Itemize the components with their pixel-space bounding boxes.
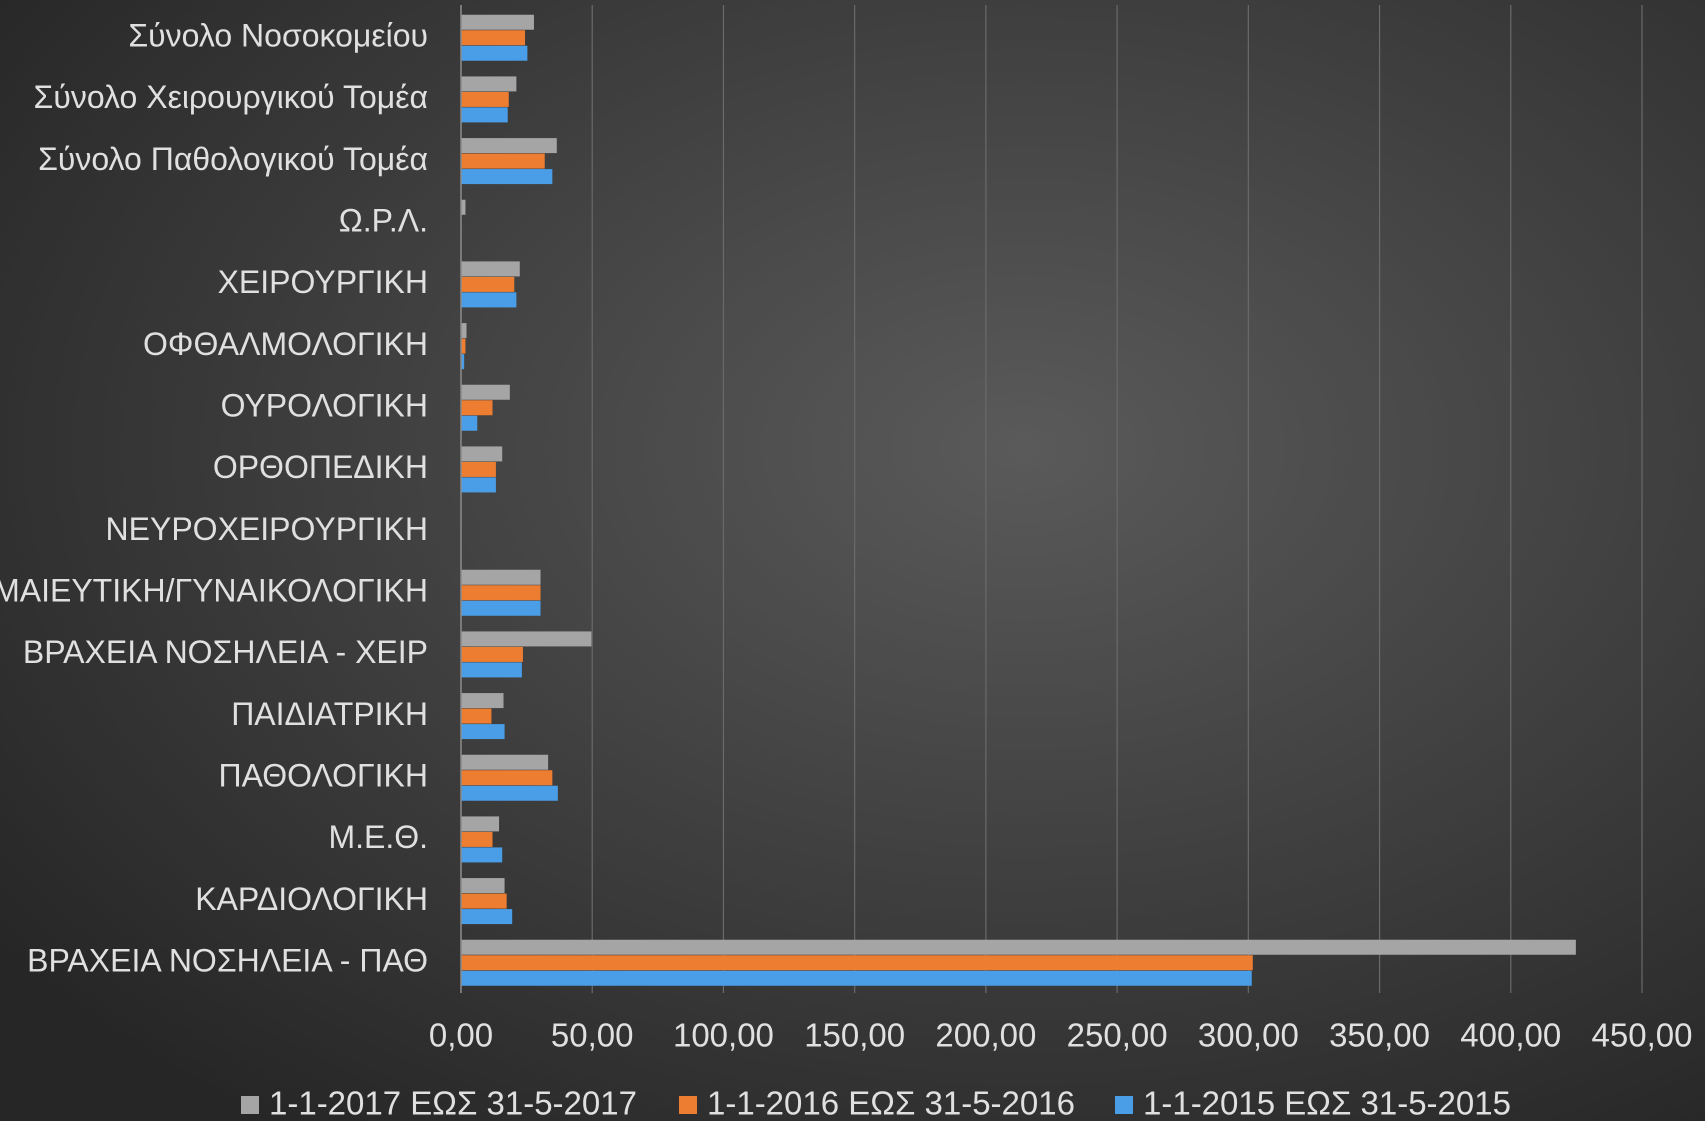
category-label: Σύνολο Παθολογικού Τομέα xyxy=(38,141,428,177)
category-label: ΜΑΙΕΥΤΙΚΗ/ΓΥΝΑΙΚΟΛΟΓΙΚΗ xyxy=(0,572,428,608)
bar xyxy=(461,662,522,678)
bar xyxy=(461,569,541,585)
category-label: ΝΕΥΡΟΧΕΙΡΟΥΡΓΙΚΗ xyxy=(106,511,428,547)
bar xyxy=(461,400,493,416)
category-label: Μ.Ε.Θ. xyxy=(328,819,428,855)
x-tick-label: 150,00 xyxy=(804,1017,905,1054)
category-label: ΚΑΡΔΙΟΛΟΓΙΚΗ xyxy=(195,881,428,917)
bar xyxy=(461,831,493,847)
category-label: ΧΕΙΡΟΥΡΓΙΚΗ xyxy=(218,264,428,300)
legend-swatch xyxy=(1115,1096,1133,1114)
category-label: ΠΑΙΔΙΑΤΡΙΚΗ xyxy=(231,696,428,732)
bar xyxy=(461,461,496,477)
bar xyxy=(461,30,526,46)
legend-label: 1-1-2016 ΕΩΣ 31-5-2016 xyxy=(707,1085,1075,1121)
bar xyxy=(461,754,549,770)
x-tick-label: 300,00 xyxy=(1198,1017,1299,1054)
bar xyxy=(461,600,541,616)
bar xyxy=(461,785,558,801)
category-label: Σύνολο Χειρουργικού Τομέα xyxy=(34,79,428,115)
bar xyxy=(461,354,465,370)
category-label: ΟΡΘΟΠΕΔΙΚΗ xyxy=(213,449,428,485)
bar xyxy=(461,693,504,709)
x-tick-label: 100,00 xyxy=(673,1017,774,1054)
category-label: ΠΑΘΟΛΟΓΙΚΗ xyxy=(218,757,428,793)
bar xyxy=(461,878,505,894)
category-label: Ω.Ρ.Λ. xyxy=(339,202,428,238)
legend-swatch xyxy=(241,1096,259,1114)
legend-swatch xyxy=(679,1096,697,1114)
bar xyxy=(461,292,517,308)
bar xyxy=(461,76,517,92)
bar xyxy=(461,893,507,909)
bar xyxy=(461,107,508,123)
x-tick-label: 450,00 xyxy=(1592,1017,1693,1054)
bar xyxy=(461,384,510,400)
category-label: ΟΥΡΟΛΟΓΙΚΗ xyxy=(221,387,428,423)
bar xyxy=(461,646,523,662)
bar xyxy=(461,585,541,601)
legend-label: 1-1-2015 ΕΩΣ 31-5-2015 xyxy=(1143,1085,1511,1121)
bar xyxy=(461,91,509,107)
bar xyxy=(461,338,466,354)
bar xyxy=(461,14,534,30)
bar xyxy=(461,45,528,61)
category-label: ΒΡΑΧΕΙΑ ΝΟΣΗΛΕΙΑ - ΧΕΙΡ xyxy=(23,634,428,670)
bar xyxy=(461,477,496,493)
bar xyxy=(461,770,553,786)
bar xyxy=(461,816,500,832)
bar xyxy=(461,970,1252,986)
bar xyxy=(461,847,503,863)
bar xyxy=(461,939,1576,955)
bar xyxy=(461,631,592,647)
legend-label: 1-1-2017 ΕΩΣ 31-5-2017 xyxy=(269,1085,637,1121)
x-tick-label: 200,00 xyxy=(935,1017,1036,1054)
bar xyxy=(461,138,557,154)
category-label: ΟΦΘΑΛΜΟΛΟΓΙΚΗ xyxy=(143,326,428,362)
x-tick-label: 0,00 xyxy=(429,1017,493,1054)
bar xyxy=(461,708,492,724)
x-tick-label: 250,00 xyxy=(1067,1017,1168,1054)
bar xyxy=(461,955,1253,971)
bar xyxy=(461,909,513,925)
bar xyxy=(461,276,515,292)
x-tick-label: 400,00 xyxy=(1460,1017,1561,1054)
bar xyxy=(461,724,505,740)
bar xyxy=(461,446,503,462)
bar xyxy=(461,169,553,185)
bar xyxy=(461,415,478,431)
bar xyxy=(461,153,545,169)
x-tick-label: 350,00 xyxy=(1329,1017,1430,1054)
x-tick-label: 50,00 xyxy=(551,1017,634,1054)
bar xyxy=(461,261,520,277)
category-label: ΒΡΑΧΕΙΑ ΝΟΣΗΛΕΙΑ - ΠΑΘ xyxy=(27,942,428,978)
bar xyxy=(461,199,466,215)
bar xyxy=(461,323,467,339)
category-label: Σύνολο Νοσοκομείου xyxy=(128,17,428,53)
